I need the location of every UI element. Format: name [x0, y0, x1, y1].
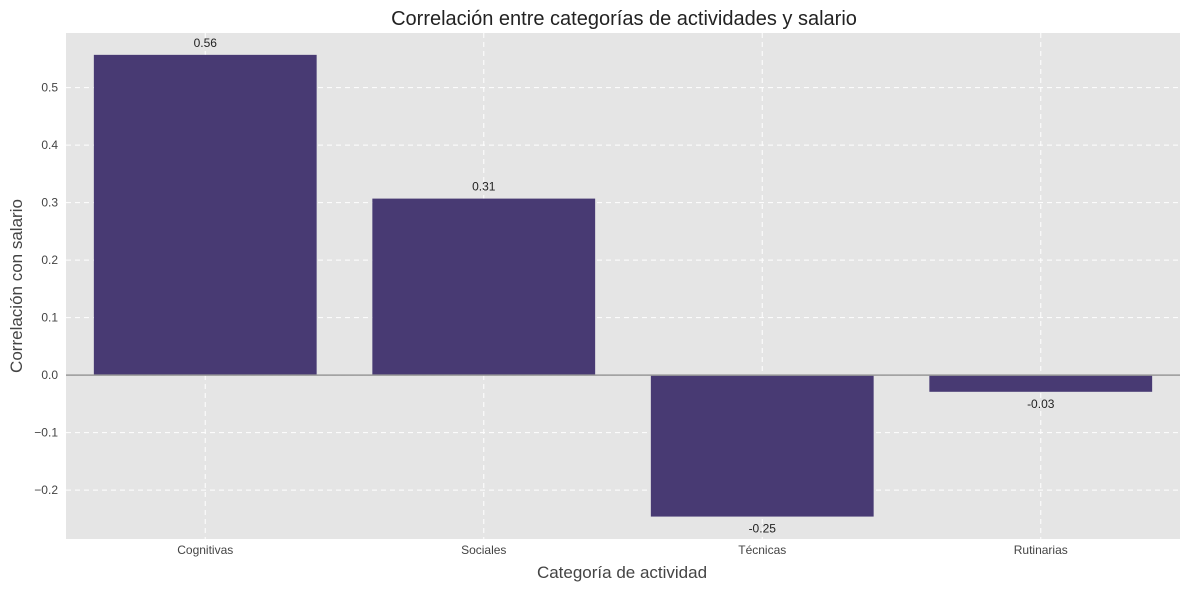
y-tick-label: −0.1	[34, 426, 58, 440]
bar-value-label: -0.25	[749, 522, 777, 536]
bar-rutinarias	[929, 375, 1153, 392]
y-tick-label: 0.1	[41, 311, 58, 325]
bar-técnicas	[650, 375, 874, 517]
y-tick-label: 0.4	[41, 138, 58, 152]
ticks: −0.2 −0.1 0.0 0.1 0.2 0.3 0.4 0.5 Cognitivas Soci…	[34, 81, 1067, 557]
x-tick-label: Técnicas	[738, 543, 786, 557]
y-tick-label: 0.5	[41, 81, 58, 95]
x-tick-label: Sociales	[461, 543, 506, 557]
x-tick-label: Cognitivas	[177, 543, 233, 557]
bar-cognitivas	[93, 54, 317, 376]
chart-title: Correlación entre categorías de activida…	[391, 8, 857, 30]
y-axis-label: Correlación con salario	[7, 199, 26, 373]
bar-value-label: 0.31	[472, 180, 496, 194]
x-axis-label: Categoría de actividad	[537, 563, 707, 582]
x-tick-label: Rutinarias	[1014, 543, 1068, 557]
y-tick-label: 0.3	[41, 196, 58, 210]
data-labels: 0.56 0.31 -0.25 -0.03	[194, 36, 1055, 536]
bars	[93, 54, 1153, 517]
y-tick-label: −0.2	[34, 483, 58, 497]
bar-sociales	[372, 198, 596, 376]
y-tick-label: 0.0	[41, 368, 58, 382]
y-tick-label: 0.2	[41, 253, 58, 267]
bar-value-label: -0.03	[1027, 397, 1055, 411]
bar-value-label: 0.56	[194, 36, 218, 50]
